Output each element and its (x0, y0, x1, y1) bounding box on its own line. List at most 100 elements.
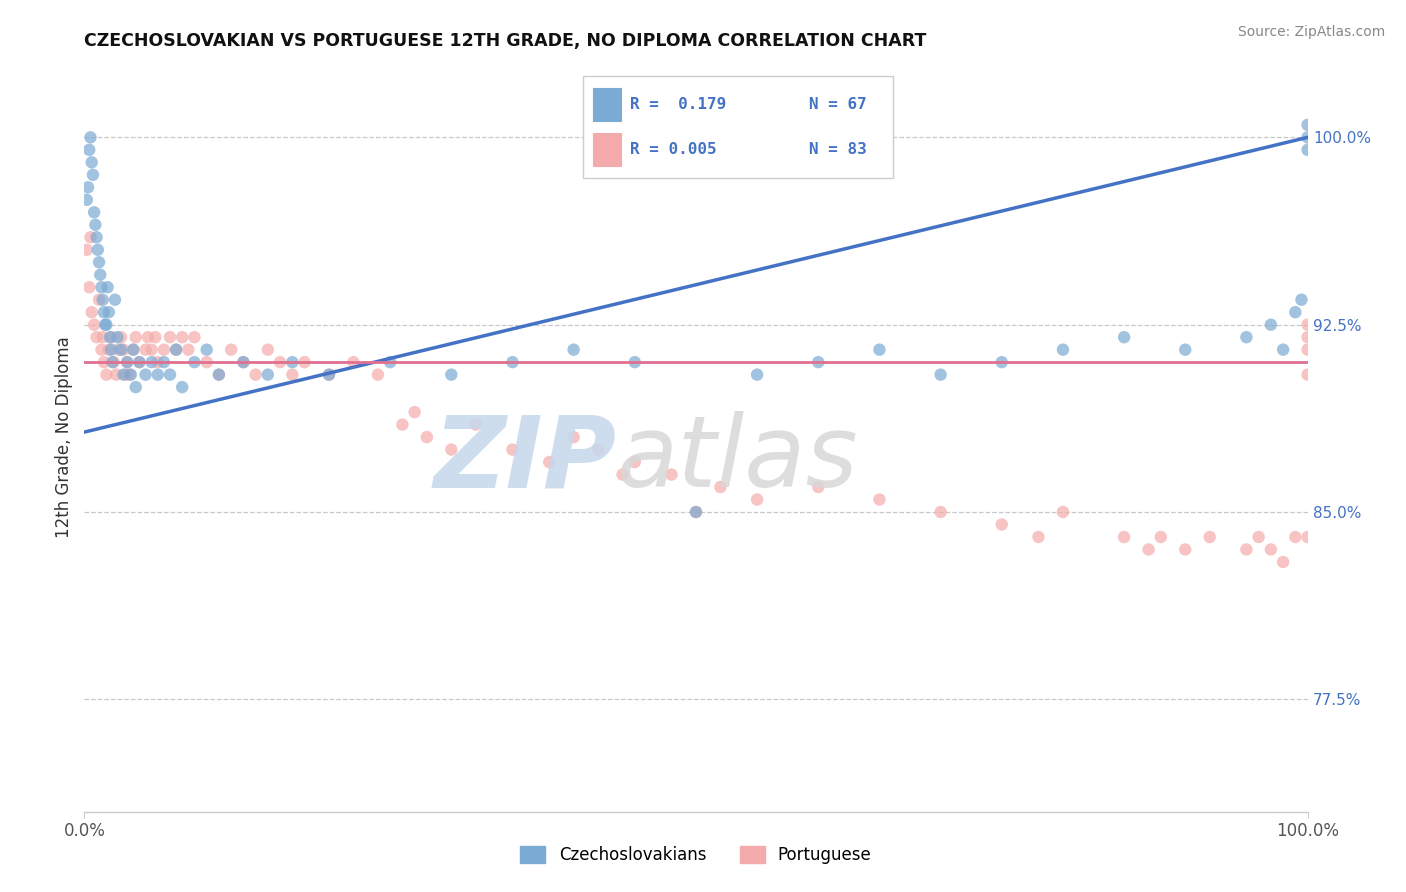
Point (83, 205, 105, 219)
Point (1272, 555, 1295, 569)
Point (1150, 530, 1173, 544)
Point (77, 280, 100, 294)
Point (624, 355, 647, 369)
Point (172, 380, 194, 394)
Point (208, 368, 231, 382)
Point (318, 368, 340, 382)
Point (83, 318, 105, 332)
Point (612, 467, 634, 482)
Point (1296, 330, 1319, 344)
Point (416, 430, 439, 444)
Point (98, 330, 121, 344)
Legend: Czechoslovakians, Portuguese: Czechoslovakians, Portuguese (513, 839, 879, 871)
Point (86, 330, 108, 344)
Point (101, 355, 124, 369)
Point (1296, 143, 1319, 157)
Point (91, 293, 114, 307)
Point (1296, 343, 1319, 357)
Point (624, 455, 647, 469)
Point (747, 492, 769, 507)
Point (685, 505, 707, 519)
Text: N = 67: N = 67 (810, 97, 868, 112)
Point (104, 293, 127, 307)
Point (165, 343, 187, 357)
Point (80, 155, 103, 169)
Point (90, 343, 112, 357)
Point (128, 355, 150, 369)
Text: CZECHOSLOVAKIAN VS PORTUGUESE 12TH GRADE, NO DIPLOMA CORRELATION CHART: CZECHOSLOVAKIAN VS PORTUGUESE 12TH GRADE… (84, 32, 927, 50)
Point (318, 368, 340, 382)
Point (404, 405, 426, 419)
FancyBboxPatch shape (593, 88, 620, 121)
Point (1114, 330, 1136, 344)
Point (105, 330, 128, 344)
Point (87, 293, 110, 307)
Point (502, 355, 524, 369)
Point (391, 417, 413, 432)
Point (1296, 530, 1319, 544)
Point (586, 442, 609, 457)
Point (1247, 530, 1270, 544)
Point (89, 268, 111, 282)
Point (77, 180, 100, 194)
Point (115, 355, 138, 369)
Point (440, 442, 463, 457)
Point (440, 368, 463, 382)
Point (1052, 343, 1074, 357)
Point (87, 255, 110, 269)
Point (87, 243, 110, 257)
Point (1028, 530, 1050, 544)
Point (86, 230, 108, 244)
Point (1291, 293, 1313, 307)
Point (91, 330, 114, 344)
Point (146, 355, 169, 369)
Point (502, 442, 524, 457)
Point (97, 305, 120, 319)
Point (1236, 542, 1258, 557)
Point (143, 330, 166, 344)
Point (929, 368, 952, 382)
Point (82, 168, 104, 182)
Point (93, 305, 115, 319)
Text: R =  0.179: R = 0.179 (630, 97, 725, 112)
Point (84, 218, 107, 232)
Point (79, 230, 101, 244)
Point (538, 455, 561, 469)
Point (125, 330, 148, 344)
Point (232, 355, 254, 369)
Point (257, 368, 280, 382)
Point (76, 243, 98, 257)
Point (79, 130, 101, 145)
Point (747, 368, 769, 382)
Point (281, 355, 304, 369)
Point (245, 368, 267, 382)
Point (93, 355, 115, 369)
Point (1296, 318, 1319, 332)
Point (100, 343, 122, 357)
Point (153, 343, 176, 357)
Point (685, 505, 707, 519)
Point (94, 318, 117, 332)
Point (125, 380, 148, 394)
Point (141, 343, 163, 357)
Point (661, 467, 683, 482)
Point (97, 343, 120, 357)
Point (269, 355, 291, 369)
Point (107, 343, 129, 357)
Point (257, 343, 280, 357)
Point (110, 330, 132, 344)
Point (1296, 368, 1319, 382)
Point (1284, 305, 1306, 319)
Text: N = 83: N = 83 (810, 142, 868, 157)
Point (135, 368, 157, 382)
Y-axis label: 12th Grade, No Diploma: 12th Grade, No Diploma (55, 336, 73, 538)
Point (115, 355, 138, 369)
Point (342, 355, 364, 369)
Point (1174, 542, 1197, 557)
Point (1114, 530, 1136, 544)
Point (195, 355, 218, 369)
Point (77, 143, 100, 157)
Text: atlas: atlas (616, 411, 858, 508)
Point (159, 368, 181, 382)
Point (135, 343, 157, 357)
